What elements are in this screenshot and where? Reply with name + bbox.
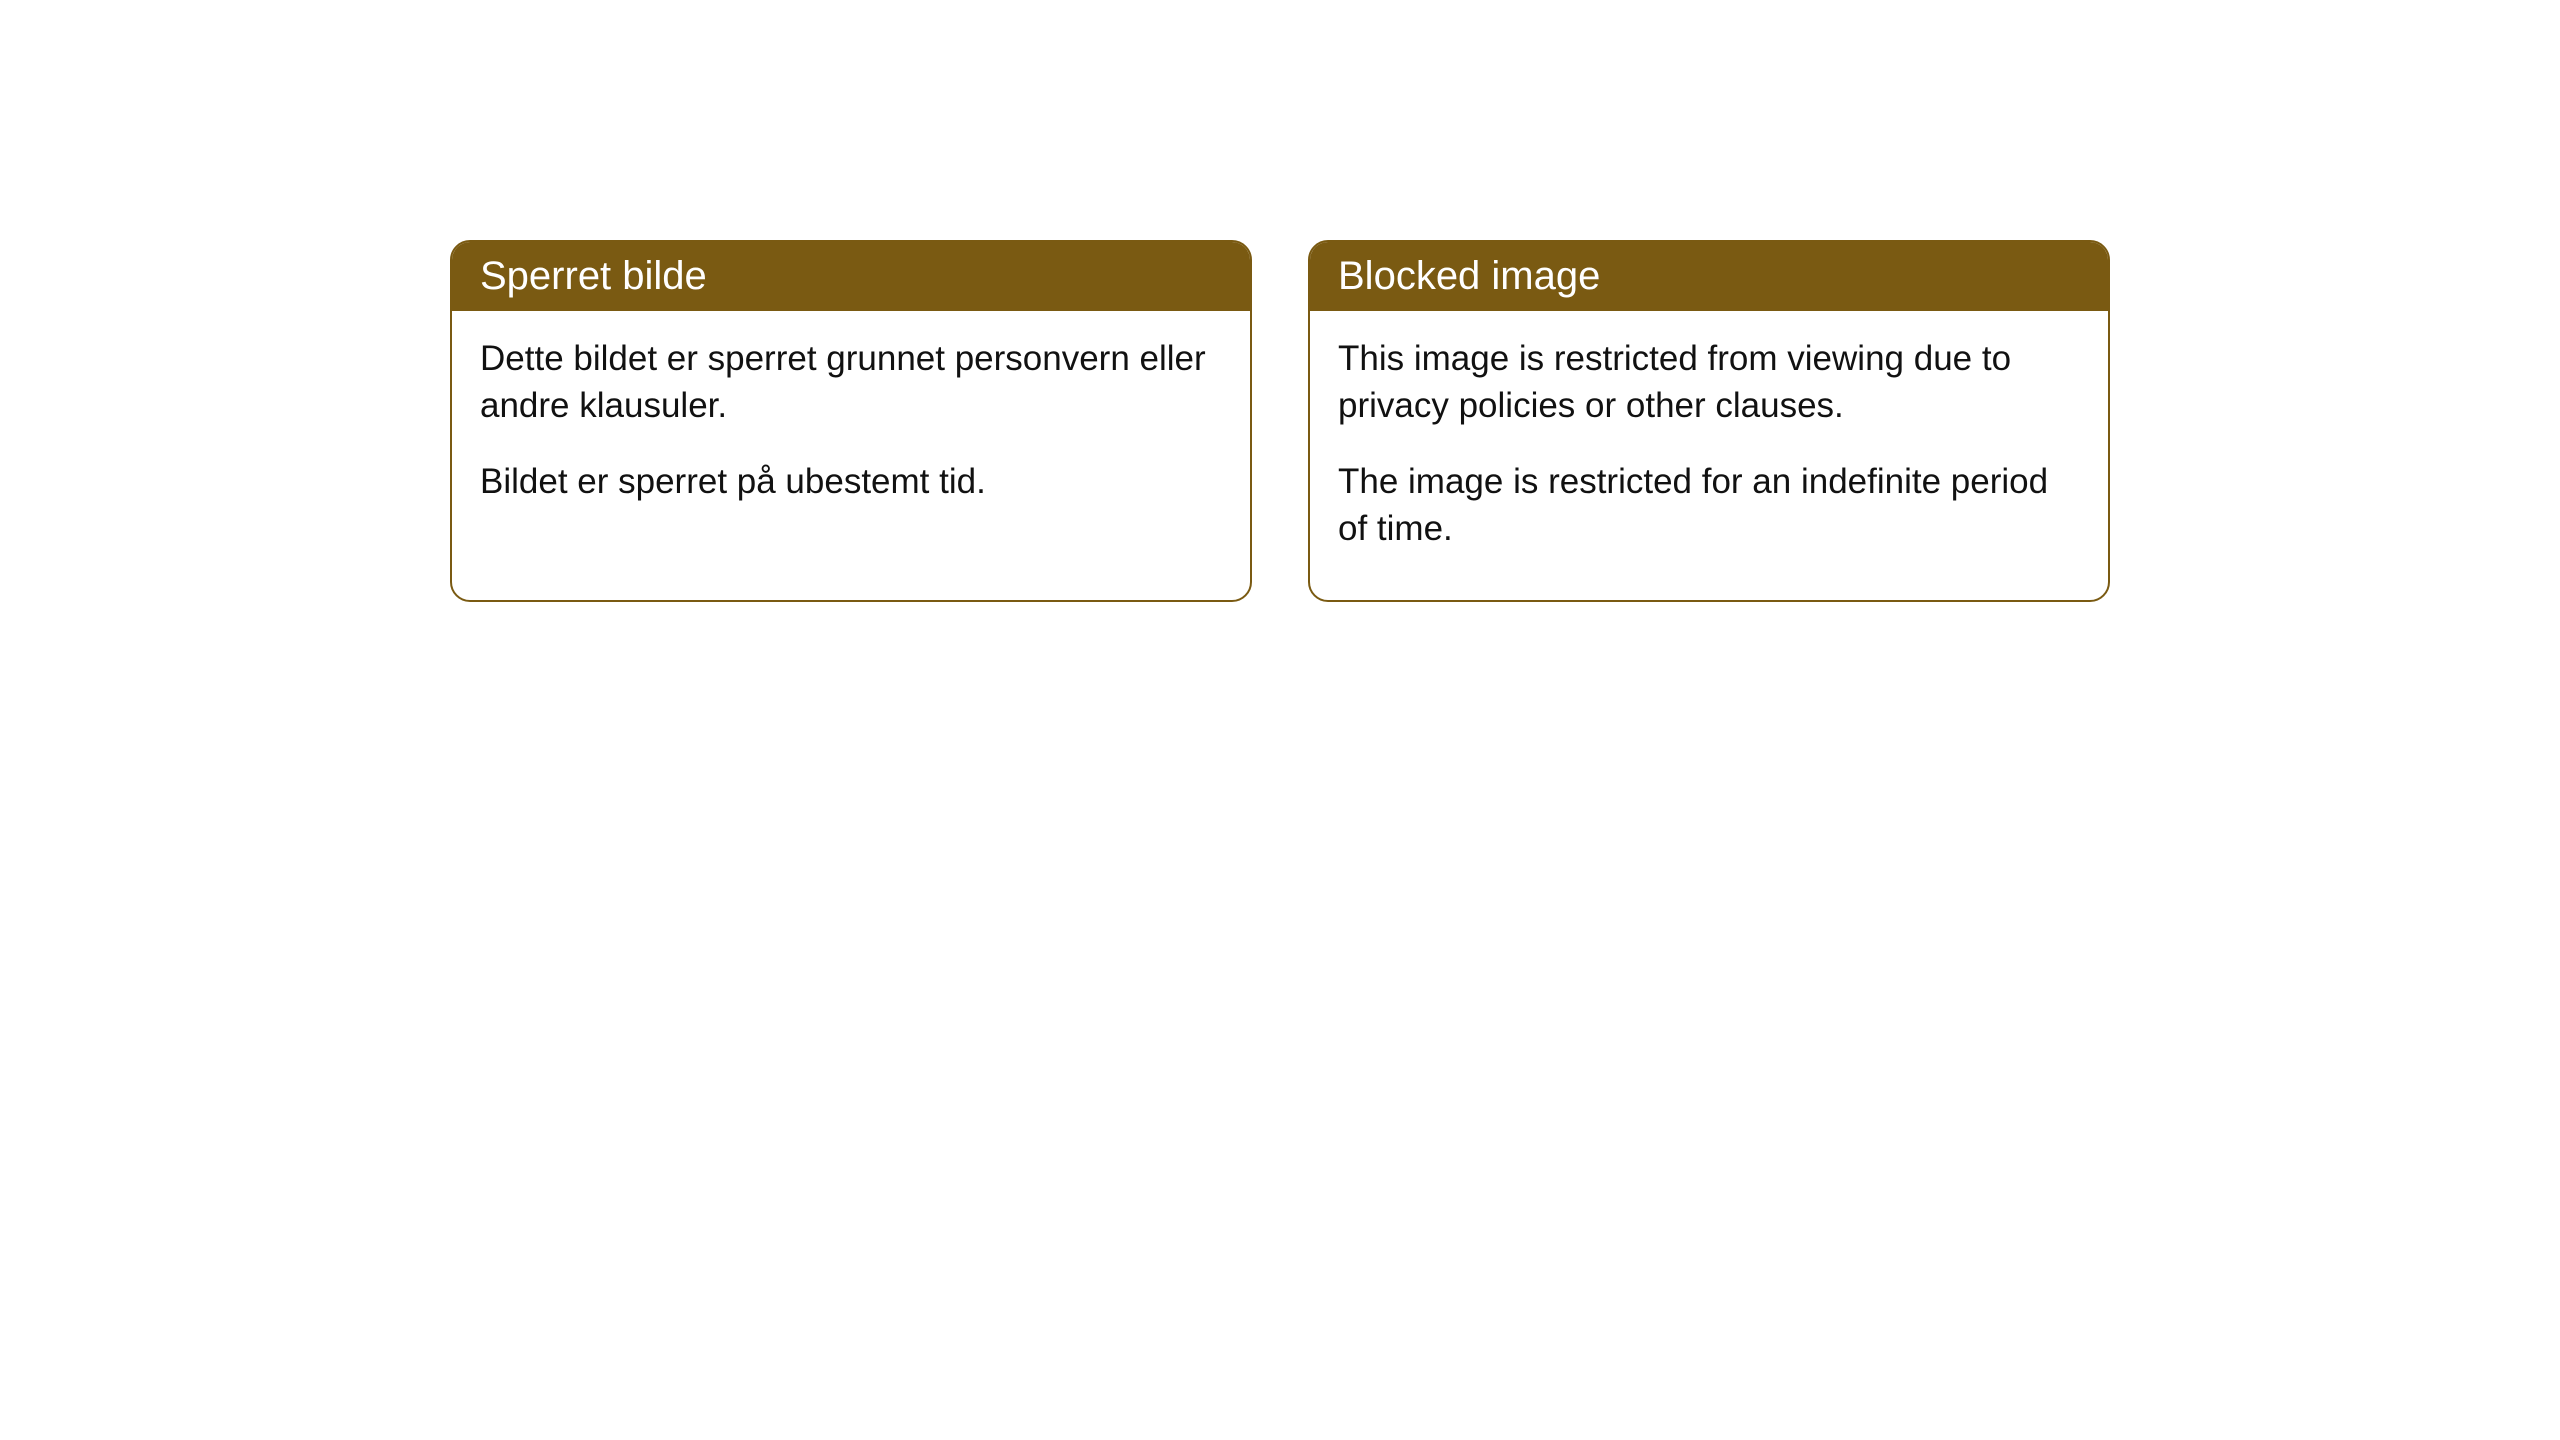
card-paragraph: The image is restricted for an indefinit… — [1338, 458, 2080, 553]
card-header-norwegian: Sperret bilde — [452, 242, 1250, 311]
card-header-english: Blocked image — [1310, 242, 2108, 311]
card-body-norwegian: Dette bildet er sperret grunnet personve… — [452, 311, 1250, 553]
card-english: Blocked image This image is restricted f… — [1308, 240, 2110, 602]
card-paragraph: This image is restricted from viewing du… — [1338, 335, 2080, 430]
cards-container: Sperret bilde Dette bildet er sperret gr… — [0, 240, 2560, 602]
card-title: Blocked image — [1338, 254, 1600, 298]
card-title: Sperret bilde — [480, 254, 707, 298]
card-body-english: This image is restricted from viewing du… — [1310, 311, 2108, 600]
card-norwegian: Sperret bilde Dette bildet er sperret gr… — [450, 240, 1252, 602]
card-paragraph: Bildet er sperret på ubestemt tid. — [480, 458, 1222, 505]
card-paragraph: Dette bildet er sperret grunnet personve… — [480, 335, 1222, 430]
